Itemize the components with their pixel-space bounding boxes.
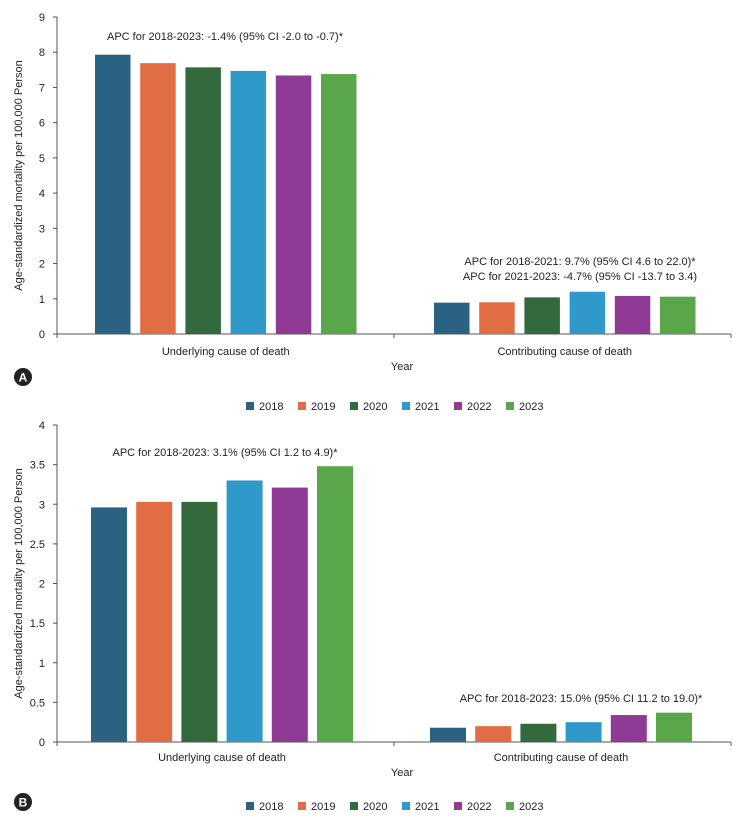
panel-B: 0 0.5 1 1.5 2 2.5 3 3.5 4 Age-standardized mortal… bbox=[13, 420, 732, 813]
legend: 2018 2019 2020 2021 2022 2023 bbox=[246, 401, 543, 413]
legend-swatch-2020 bbox=[350, 402, 358, 410]
bar-2018-underlying bbox=[91, 507, 127, 742]
bar-2019-contributing bbox=[479, 302, 515, 334]
apc-annotation: APC for 2018-2021: 9.7% (95% CI 4.6 to 2… bbox=[464, 256, 696, 268]
bar-2019-underlying bbox=[140, 63, 176, 334]
y-tick-label: 0 bbox=[39, 737, 45, 749]
y-tick-label: 4 bbox=[39, 420, 45, 432]
bar-2018-contributing bbox=[434, 302, 470, 334]
legend-label-2021: 2021 bbox=[415, 801, 439, 813]
legend-swatch-2023 bbox=[506, 802, 514, 810]
y-tick-label: 2 bbox=[39, 579, 45, 591]
legend-label-2019: 2019 bbox=[311, 801, 335, 813]
bar-2021-contributing bbox=[569, 291, 606, 334]
x-axis-label: Year bbox=[391, 767, 414, 779]
bar-2020-contributing bbox=[520, 723, 557, 742]
bar-2020-contributing bbox=[524, 297, 560, 334]
y-tick-label: 2.5 bbox=[30, 539, 45, 551]
y-tick-label: 3.5 bbox=[30, 460, 45, 472]
y-tick-label: 3 bbox=[39, 499, 45, 511]
bar-2022-contributing bbox=[610, 715, 647, 742]
legend-swatch-2018 bbox=[246, 802, 254, 810]
legend-label-2023: 2023 bbox=[519, 401, 543, 413]
y-tick-label: 9 bbox=[39, 12, 45, 24]
legend-label-2018: 2018 bbox=[259, 401, 283, 413]
legend-swatch-2022 bbox=[454, 802, 462, 810]
bar-2022-underlying bbox=[275, 75, 312, 335]
legend-label-2018: 2018 bbox=[259, 801, 283, 813]
bar-2022-contributing bbox=[614, 295, 651, 334]
apc-annotation: APC for 2021-2023: -4.7% (95% CI -13.7 t… bbox=[463, 271, 697, 283]
x-category-label: Underlying cause of death bbox=[162, 346, 290, 358]
bar-2020-underlying bbox=[181, 501, 218, 742]
bar-2019-underlying bbox=[136, 501, 173, 742]
panel-A: 0 1 2 3 4 5 6 7 8 9 Age-standardized mortality per… bbox=[13, 12, 732, 413]
apc-annotation: APC for 2018-2023: 15.0% (95% CI 11.2 to… bbox=[460, 693, 703, 705]
legend-swatch-2022 bbox=[454, 402, 462, 410]
bar-2023-underlying bbox=[317, 466, 353, 742]
legend-label-2021: 2021 bbox=[415, 401, 439, 413]
apc-annotation: APC for 2018-2023: -1.4% (95% CI -2.0 to… bbox=[107, 31, 344, 43]
bar-2018-underlying bbox=[95, 54, 131, 335]
bar-2018-contributing bbox=[430, 727, 466, 742]
apc-annotation: APC for 2018-2023: 3.1% (95% CI 1.2 to 4… bbox=[112, 447, 338, 459]
bar-2020-underlying bbox=[185, 67, 221, 335]
x-axis-label: Year bbox=[391, 361, 414, 373]
legend-swatch-2020 bbox=[350, 802, 358, 810]
bar-2023-underlying bbox=[321, 74, 357, 334]
y-axis-label: Age-standardized mortality per 100,000 P… bbox=[13, 468, 25, 699]
bar-2022-underlying bbox=[271, 487, 308, 742]
bar-2019-contributing bbox=[475, 726, 512, 742]
legend-label-2023: 2023 bbox=[519, 801, 543, 813]
panel-label-badge bbox=[14, 793, 32, 811]
y-tick-label: 8 bbox=[39, 47, 45, 59]
bar-2021-underlying bbox=[230, 70, 267, 334]
legend-swatch-2018 bbox=[246, 402, 254, 410]
legend-label-2020: 2020 bbox=[363, 801, 387, 813]
bar-2023-contributing bbox=[656, 712, 692, 742]
panel-label: A bbox=[19, 371, 28, 385]
x-category-label: Underlying cause of death bbox=[158, 752, 286, 764]
panel-label: B bbox=[19, 796, 28, 810]
legend: 2018 2019 2020 2021 2022 2023 bbox=[246, 801, 543, 813]
y-tick-label: 1.5 bbox=[30, 618, 45, 630]
y-tick-label: 1 bbox=[39, 294, 45, 306]
bar-2021-contributing bbox=[565, 722, 602, 742]
legend-swatch-2019 bbox=[298, 802, 306, 810]
legend-swatch-2019 bbox=[298, 402, 306, 410]
x-category-label: Contributing cause of death bbox=[497, 346, 632, 358]
y-tick-label: 0 bbox=[39, 329, 45, 341]
legend-swatch-2023 bbox=[506, 402, 514, 410]
legend-swatch-2021 bbox=[402, 402, 410, 410]
legend-label-2020: 2020 bbox=[363, 401, 387, 413]
y-tick-label: 2 bbox=[39, 259, 45, 271]
y-tick-label: 0.5 bbox=[30, 697, 45, 709]
legend-label-2022: 2022 bbox=[467, 401, 491, 413]
y-tick-label: 5 bbox=[39, 153, 45, 165]
y-tick-label: 1 bbox=[39, 658, 45, 670]
bar-2023-contributing bbox=[660, 296, 696, 334]
x-category-label: Contributing cause of death bbox=[494, 752, 629, 764]
legend-swatch-2021 bbox=[402, 802, 410, 810]
y-tick-label: 7 bbox=[39, 82, 45, 94]
y-tick-label: 6 bbox=[39, 118, 45, 130]
legend-label-2022: 2022 bbox=[467, 801, 491, 813]
panel-label-badge bbox=[14, 368, 32, 386]
y-tick-label: 3 bbox=[39, 223, 45, 235]
legend-label-2019: 2019 bbox=[311, 401, 335, 413]
y-axis-label: Age-standardized mortality per 100,000 P… bbox=[13, 60, 25, 291]
bar-2021-underlying bbox=[226, 480, 263, 742]
y-tick-label: 4 bbox=[39, 188, 45, 200]
